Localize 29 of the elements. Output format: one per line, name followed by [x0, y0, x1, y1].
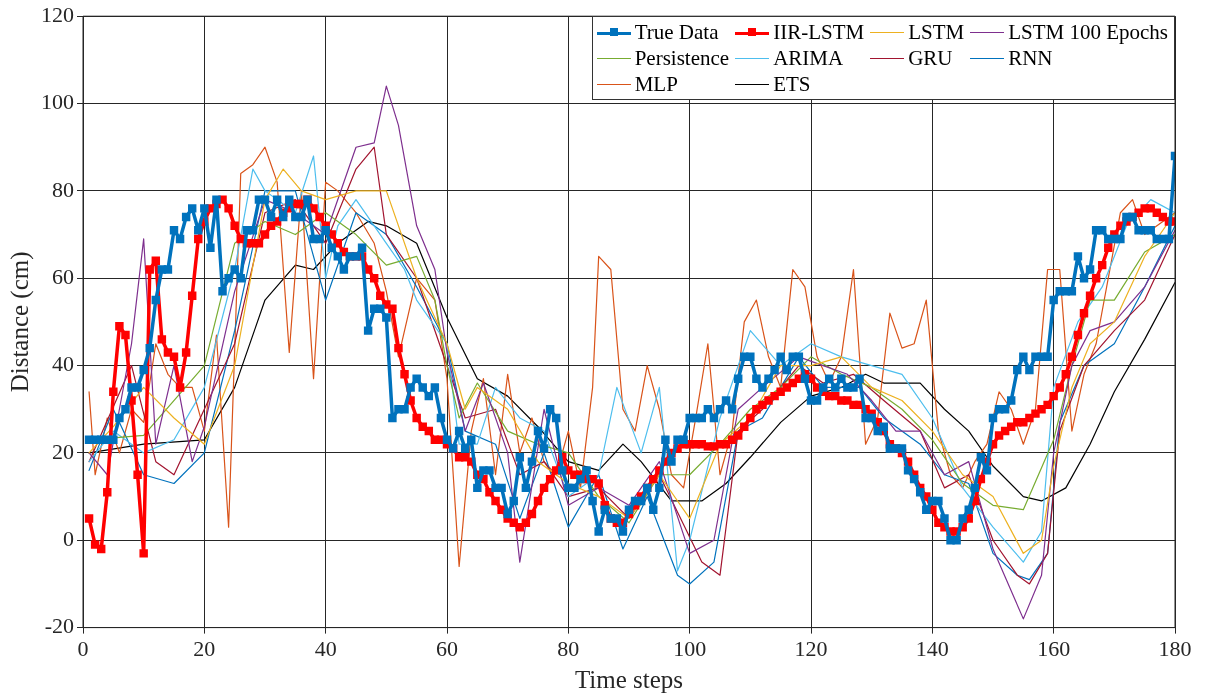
x-tick-label: 80 [557, 635, 580, 661]
x-tick-label: 120 [794, 635, 828, 661]
legend-label: IIR-LSTM [773, 19, 865, 46]
legend-label: Persistence [634, 45, 730, 72]
legend-label: LSTM 100 Epochs [1008, 19, 1168, 46]
y-tick-label: -20 [44, 613, 74, 639]
x-tick-label: 180 [1158, 635, 1192, 661]
legend-label: GRU [908, 45, 953, 72]
y-tick-label: 60 [52, 264, 74, 290]
x-tick-label: 140 [915, 635, 949, 661]
x-axis-title: Time steps [574, 665, 684, 693]
legend-label: LSTM [908, 19, 965, 46]
x-tick-label: 60 [436, 635, 458, 661]
y-tick-label: 0 [63, 526, 74, 552]
y-tick-label: 120 [41, 1, 74, 27]
x-tick-label: 20 [193, 635, 216, 661]
y-tick-label: 80 [52, 176, 74, 202]
legend-label: MLP [634, 71, 678, 98]
x-tick-label: 160 [1037, 635, 1071, 661]
legend-label: ETS [773, 71, 811, 98]
x-tick-label: 100 [673, 635, 707, 661]
y-tick-label: 20 [52, 438, 74, 464]
y-tick-label: 100 [41, 89, 74, 115]
x-tick-label: 40 [314, 635, 337, 661]
y-tick-label: 40 [52, 351, 74, 377]
legend-label: ARIMA [773, 45, 844, 72]
legend-label: RNN [1008, 45, 1053, 72]
y-axis-title: Distance (cm) [5, 251, 34, 393]
legend-label: True Data [634, 19, 719, 46]
